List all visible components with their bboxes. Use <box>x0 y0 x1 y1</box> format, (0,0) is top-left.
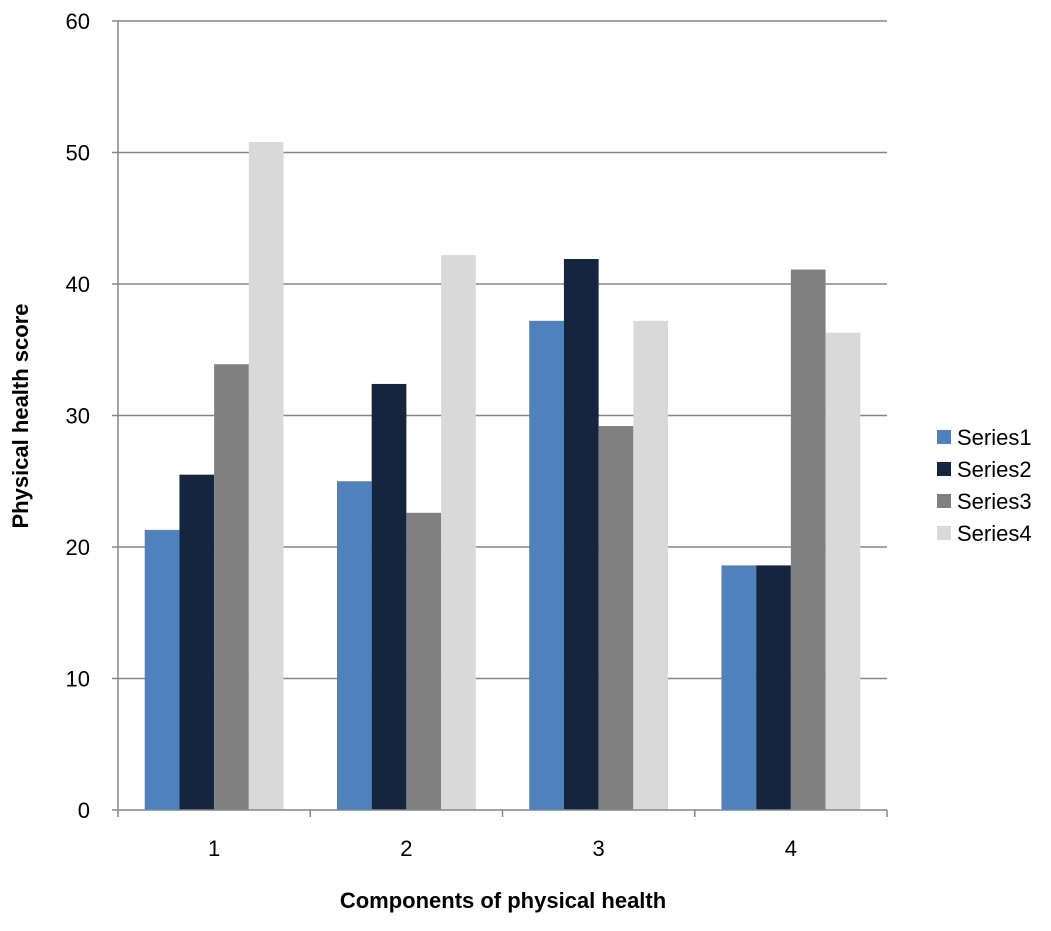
bar-series1-cat-1 <box>144 529 180 810</box>
legend-swatch-series3 <box>937 494 951 508</box>
bar-series3-cat-2 <box>406 512 442 810</box>
bar-series2-cat-2 <box>371 383 407 810</box>
y-tick-label: 10 <box>66 667 90 692</box>
legend-label-series2: Series2 <box>957 457 1032 482</box>
y-tick-label: 30 <box>66 404 90 429</box>
bar-series3-cat-3 <box>598 426 634 810</box>
legend-swatch-series4 <box>937 526 951 540</box>
y-tick-label: 20 <box>66 535 90 560</box>
y-axis-title: Physical health score <box>8 304 33 529</box>
x-tick-label: 2 <box>400 836 412 861</box>
bar-series3-cat-1 <box>214 364 249 810</box>
x-tick-label: 1 <box>208 836 220 861</box>
legend-swatch-series1 <box>937 430 951 444</box>
bar-series4-cat-4 <box>825 332 861 810</box>
bar-series2-cat-3 <box>563 259 599 810</box>
bar-series1-cat-2 <box>336 481 372 810</box>
y-tick-label: 60 <box>66 9 90 34</box>
legend-label-series4: Series4 <box>957 521 1032 546</box>
x-tick-labels: 1 2 3 4 <box>208 836 797 861</box>
bar-series1-cat-3 <box>529 320 564 810</box>
legend-label-series3: Series3 <box>957 489 1032 514</box>
legend: Series1 Series2 Series3 Series4 <box>937 425 1032 546</box>
axes <box>117 21 888 817</box>
bar-series2-cat-1 <box>179 474 215 810</box>
legend-swatch-series2 <box>937 462 951 476</box>
bar-series4-cat-2 <box>441 255 476 810</box>
bars <box>144 141 861 811</box>
bar-series1-cat-4 <box>721 565 757 810</box>
y-tick-label: 40 <box>66 272 90 297</box>
y-tick-label: 0 <box>78 798 90 823</box>
bar-series4-cat-1 <box>248 141 284 811</box>
bar-series2-cat-4 <box>756 565 791 810</box>
x-tick-label: 4 <box>785 836 797 861</box>
bar-series4-cat-3 <box>633 320 669 810</box>
x-axis-title: Components of physical health <box>340 888 666 913</box>
y-tick-labels: 0 10 20 30 40 50 60 <box>66 9 90 823</box>
bar-series3-cat-4 <box>790 269 826 810</box>
x-tick-label: 3 <box>593 836 605 861</box>
y-tick-label: 50 <box>66 141 90 166</box>
legend-label-series1: Series1 <box>957 425 1032 450</box>
